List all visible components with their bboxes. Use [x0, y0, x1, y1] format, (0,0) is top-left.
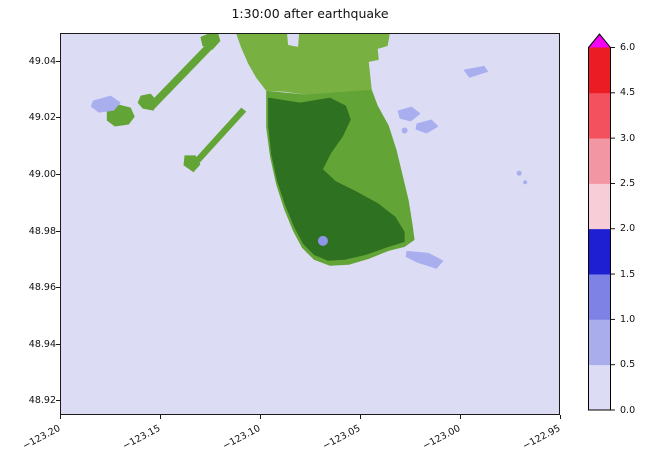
colorbar-tick-label: 2.5 [620, 177, 636, 189]
map-region-bay-shallow-1 [397, 106, 421, 122]
x-tick-mark [359, 415, 361, 419]
colorbar-scale [588, 33, 615, 411]
map-region-tip-shallow [405, 250, 444, 269]
map-region-port-jetty [192, 107, 247, 166]
colorbar-tick-label: 2.0 [620, 223, 636, 235]
y-tick-mark [56, 60, 60, 62]
x-tick-mark [559, 415, 561, 419]
map-region-north-upland [236, 34, 390, 100]
map-region-peninsula-lowland-dark [268, 97, 405, 261]
x-tick-mark [259, 415, 261, 419]
x-tick-label: −123.20 [20, 423, 63, 453]
map-region-west-shallow-flat [90, 95, 121, 113]
map-region-ne-shallow-strip [463, 65, 489, 78]
colorbar-tick-label: 1.0 [620, 313, 636, 325]
colorbar-tick-label: 6.0 [620, 42, 636, 53]
map-region-bay-shallow-2 [415, 119, 439, 134]
y-tick-label: 48.98 [28, 225, 56, 237]
map-region-upland-notch [287, 34, 300, 47]
colorbar-tick-label: 4.5 [620, 87, 636, 99]
y-tick-label: 49.02 [28, 112, 56, 124]
x-tick-mark [459, 415, 461, 419]
plot-title: 1:30:00 after earthquake [231, 6, 389, 21]
map-canvas [90, 34, 528, 269]
colorbar-band [588, 228, 611, 275]
y-tick-mark [56, 173, 60, 175]
y-tick-mark [56, 230, 60, 232]
colorbar-tick-label: 0.5 [620, 359, 636, 371]
map-region-ferry-jetty-base [137, 93, 158, 111]
colorbar-tick-label: 0.0 [620, 404, 636, 416]
map-region-ferry-terminal [200, 34, 221, 50]
map-region-east-speck-2 [523, 180, 528, 185]
colorbar-band [588, 183, 611, 230]
y-tick-mark [56, 287, 60, 289]
y-tick-label: 48.94 [28, 338, 56, 350]
plot-area [60, 33, 560, 415]
y-tick-mark [56, 400, 60, 402]
y-tick-mark [56, 117, 60, 119]
colorbar-over-arrow [588, 34, 611, 48]
colorbar-band [588, 364, 611, 411]
y-tick-label: 48.92 [28, 395, 56, 407]
x-tick-mark [59, 415, 61, 419]
x-tick-label: −123.00 [420, 423, 463, 453]
map-region-bay-shallow-dot [401, 127, 408, 134]
colorbar-band [588, 92, 611, 139]
x-tick-label: −123.15 [120, 423, 163, 453]
map-region-ferry-jetty [148, 43, 213, 109]
colorbar-band [588, 47, 611, 94]
colorbar-band [588, 138, 611, 184]
y-tick-mark [56, 343, 60, 345]
colorbar-tick-label: 1.5 [620, 268, 636, 280]
map-region-pond [317, 235, 328, 246]
x-tick-mark [159, 415, 161, 419]
y-tick-label: 48.96 [28, 282, 56, 294]
map-region-port-jetty-base [183, 155, 201, 173]
x-tick-label: −123.05 [320, 423, 363, 453]
y-tick-label: 49.00 [28, 168, 56, 180]
y-tick-label: 49.04 [28, 55, 56, 67]
map-region-east-speck-1 [516, 170, 522, 176]
colorbar-band [588, 319, 611, 366]
colorbar-tick-label: 3.0 [620, 132, 636, 144]
x-tick-label: −122.95 [520, 423, 563, 453]
x-tick-label: −123.10 [220, 423, 263, 453]
colorbar-band [588, 274, 611, 320]
